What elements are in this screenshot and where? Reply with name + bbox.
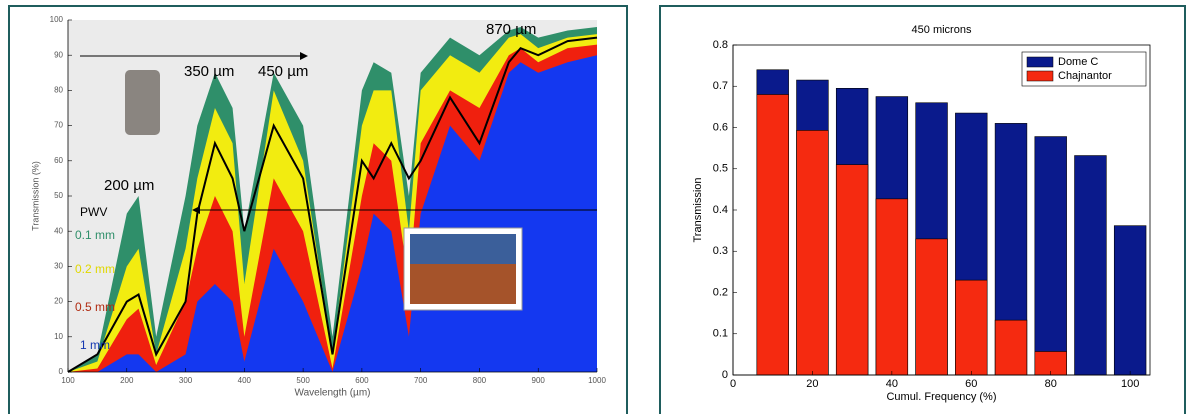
annotation: 870 µm — [486, 21, 536, 38]
y-axis-title: Transmission (%) — [30, 161, 40, 231]
x-axis-title: Wavelength (µm) — [295, 388, 371, 399]
x-tick-label: 100 — [61, 376, 75, 385]
legend-label: Chajnantor — [1058, 70, 1112, 82]
arrow-head — [300, 52, 308, 60]
y-tick-label: 40 — [54, 226, 63, 235]
y-tick-label: 0 — [59, 367, 64, 376]
x-tick-label: 60 — [965, 378, 977, 390]
legend-label: 1 mm — [80, 338, 110, 352]
annotation: 200 µm — [104, 177, 154, 194]
photo-telescope — [125, 70, 160, 135]
x-tick-label: 100 — [1121, 378, 1139, 390]
x-tick-label: 0 — [730, 378, 736, 390]
y-tick-label: 100 — [50, 15, 64, 24]
bar — [1034, 136, 1067, 376]
chart-title: 450 microns — [912, 24, 972, 36]
y-tick-label: 90 — [54, 50, 63, 59]
x-tick-label: 20 — [806, 378, 818, 390]
bar — [796, 130, 829, 376]
y-tick-label: 50 — [54, 191, 63, 200]
y-tick-label: 70 — [54, 121, 63, 130]
legend-label: 0.5 mm — [75, 300, 115, 314]
photo-sky — [410, 234, 516, 264]
legend-label: Dome C — [1058, 56, 1098, 68]
x-tick-label: 700 — [414, 376, 428, 385]
y-tick-label: 10 — [54, 332, 63, 341]
y-tick-label: 0.6 — [713, 121, 728, 133]
y-tick-label: 80 — [54, 86, 63, 95]
y-tick-label: 0.7 — [713, 80, 728, 92]
arrow-head — [192, 206, 200, 214]
x-tick-label: 1000 — [588, 376, 606, 385]
x-tick-label: 400 — [238, 376, 252, 385]
x-tick-label: 600 — [355, 376, 369, 385]
y-tick-label: 30 — [54, 262, 63, 271]
x-tick-label: 200 — [120, 376, 134, 385]
x-tick-label: 900 — [532, 376, 546, 385]
y-tick-label: 0.3 — [713, 245, 728, 257]
y-tick-label: 20 — [54, 297, 63, 306]
y-tick-label: 0 — [722, 369, 728, 381]
x-tick-label: 500 — [296, 376, 310, 385]
legend-swatch — [1026, 56, 1054, 68]
bar — [875, 198, 909, 376]
y-tick-label: 0.4 — [713, 204, 728, 216]
bar — [835, 164, 869, 376]
legend-swatch — [1026, 70, 1054, 82]
y-axis-title: Transmission — [692, 178, 704, 243]
x-tick-label: 800 — [473, 376, 487, 385]
annotation: 450 µm — [258, 63, 308, 80]
legend-label: 0.2 mm — [75, 262, 115, 276]
y-tick-label: 0.8 — [713, 39, 728, 51]
bar — [994, 319, 1028, 376]
annotation: 350 µm — [184, 63, 234, 80]
x-tick-label: 300 — [179, 376, 193, 385]
x-axis-title: Cumul. Frequency (%) — [886, 391, 996, 403]
legend-title: PWV — [80, 205, 107, 219]
bar — [756, 94, 789, 376]
y-tick-label: 0.2 — [713, 286, 728, 298]
y-tick-label: 0.5 — [713, 163, 728, 175]
bar — [955, 279, 988, 376]
y-tick-label: 60 — [54, 156, 63, 165]
bar — [1074, 155, 1107, 376]
bar — [1113, 225, 1147, 376]
y-tick-label: 0.1 — [713, 328, 728, 340]
x-tick-label: 40 — [886, 378, 898, 390]
x-tick-label: 80 — [1045, 378, 1057, 390]
bar — [915, 238, 948, 376]
legend-label: 0.1 mm — [75, 228, 115, 242]
line — [67, 36, 598, 373]
